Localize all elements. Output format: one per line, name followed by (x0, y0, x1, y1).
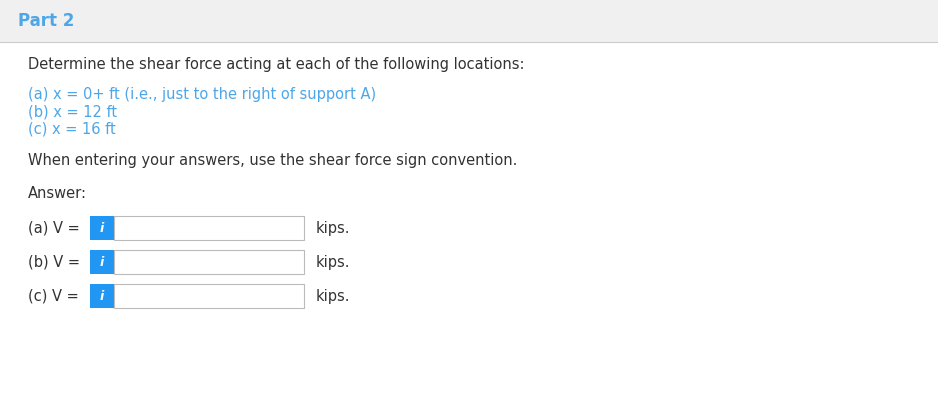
Text: i: i (99, 289, 104, 302)
Text: (a) x = 0+ ft (i.e., just to the right of support A): (a) x = 0+ ft (i.e., just to the right o… (28, 88, 376, 102)
FancyBboxPatch shape (90, 216, 114, 240)
Text: (b) x = 12 ft: (b) x = 12 ft (28, 104, 117, 120)
Text: (b) V =: (b) V = (28, 254, 80, 270)
FancyBboxPatch shape (114, 216, 304, 240)
Text: kips.: kips. (316, 254, 351, 270)
Text: kips.: kips. (316, 289, 351, 303)
Text: i: i (99, 256, 104, 268)
FancyBboxPatch shape (114, 250, 304, 274)
FancyBboxPatch shape (114, 284, 304, 308)
Text: kips.: kips. (316, 220, 351, 236)
Text: Part 2: Part 2 (18, 12, 74, 30)
Text: When entering your answers, use the shear force sign convention.: When entering your answers, use the shea… (28, 152, 518, 168)
Text: (c) x = 16 ft: (c) x = 16 ft (28, 122, 115, 136)
Text: (c) V =: (c) V = (28, 289, 79, 303)
Text: Answer:: Answer: (28, 185, 87, 201)
FancyBboxPatch shape (0, 0, 938, 42)
Text: Determine the shear force acting at each of the following locations:: Determine the shear force acting at each… (28, 58, 524, 72)
Text: i: i (99, 222, 104, 235)
FancyBboxPatch shape (90, 284, 114, 308)
FancyBboxPatch shape (90, 250, 114, 274)
Text: (a) V =: (a) V = (28, 220, 80, 236)
